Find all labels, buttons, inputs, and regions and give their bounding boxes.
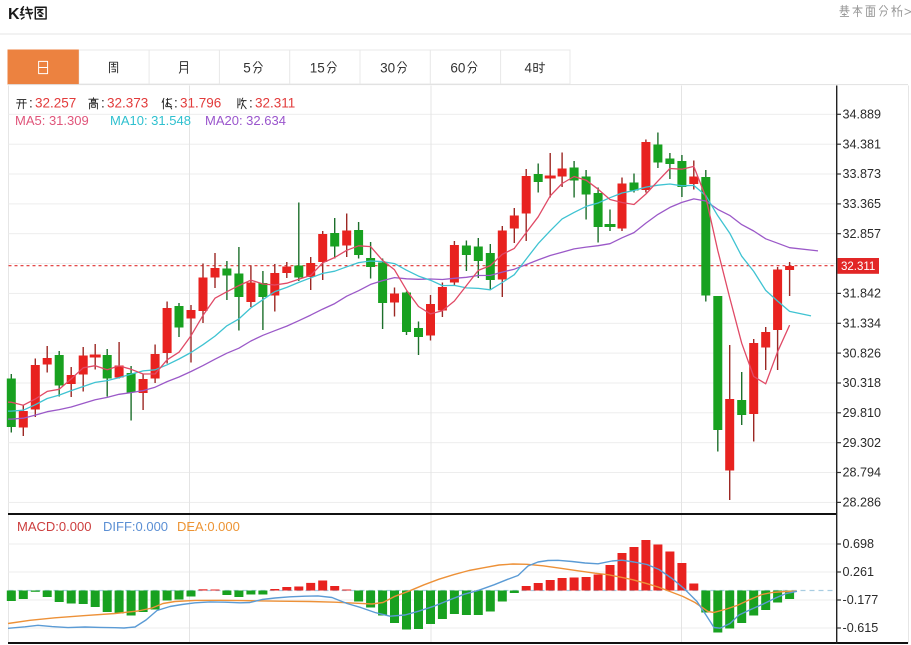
svg-text:>: > [904,4,911,19]
svg-text:29.810: 29.810 [843,406,882,420]
svg-text:DIFF:0.000: DIFF:0.000 [103,519,168,534]
svg-text:32.311: 32.311 [255,96,295,111]
svg-text:MA20: 32.634: MA20: 32.634 [205,113,286,128]
svg-text::: : [174,96,178,111]
svg-text:34.381: 34.381 [843,137,882,151]
svg-text:28.794: 28.794 [843,466,882,480]
svg-text:31.842: 31.842 [843,287,882,301]
svg-text::: : [101,96,105,111]
svg-text:15: 15 [310,61,325,76]
svg-text:-0.177: -0.177 [843,593,879,607]
svg-text:DEA:0.000: DEA:0.000 [177,519,240,534]
svg-text:33.873: 33.873 [843,167,882,181]
svg-text:4: 4 [525,61,533,76]
svg-text:0.261: 0.261 [843,565,875,579]
svg-text:MA10: 31.548: MA10: 31.548 [110,113,191,128]
svg-text:0.698: 0.698 [843,537,875,551]
svg-text:K: K [8,6,20,23]
svg-text:32.311: 32.311 [841,261,875,273]
svg-text:32.373: 32.373 [107,96,148,111]
svg-text:31.796: 31.796 [180,96,221,111]
svg-text:32.257: 32.257 [35,96,76,111]
svg-text::: : [29,96,33,111]
svg-text:30.826: 30.826 [843,346,882,360]
svg-text:28.286: 28.286 [843,496,882,510]
svg-text:5: 5 [243,61,251,76]
svg-text:-0.615: -0.615 [843,621,879,635]
svg-text:MA5: 31.309: MA5: 31.309 [15,113,89,128]
svg-text:31.334: 31.334 [843,317,882,331]
svg-text:34.889: 34.889 [843,108,882,122]
svg-text:32.857: 32.857 [843,227,882,241]
svg-text:29.302: 29.302 [843,436,882,450]
svg-text:30.318: 30.318 [843,376,882,390]
svg-text:33.365: 33.365 [843,197,882,211]
svg-text:60: 60 [450,61,465,76]
svg-text::: : [249,96,253,111]
svg-text:MACD:0.000: MACD:0.000 [17,519,91,534]
svg-text:30: 30 [380,61,395,76]
